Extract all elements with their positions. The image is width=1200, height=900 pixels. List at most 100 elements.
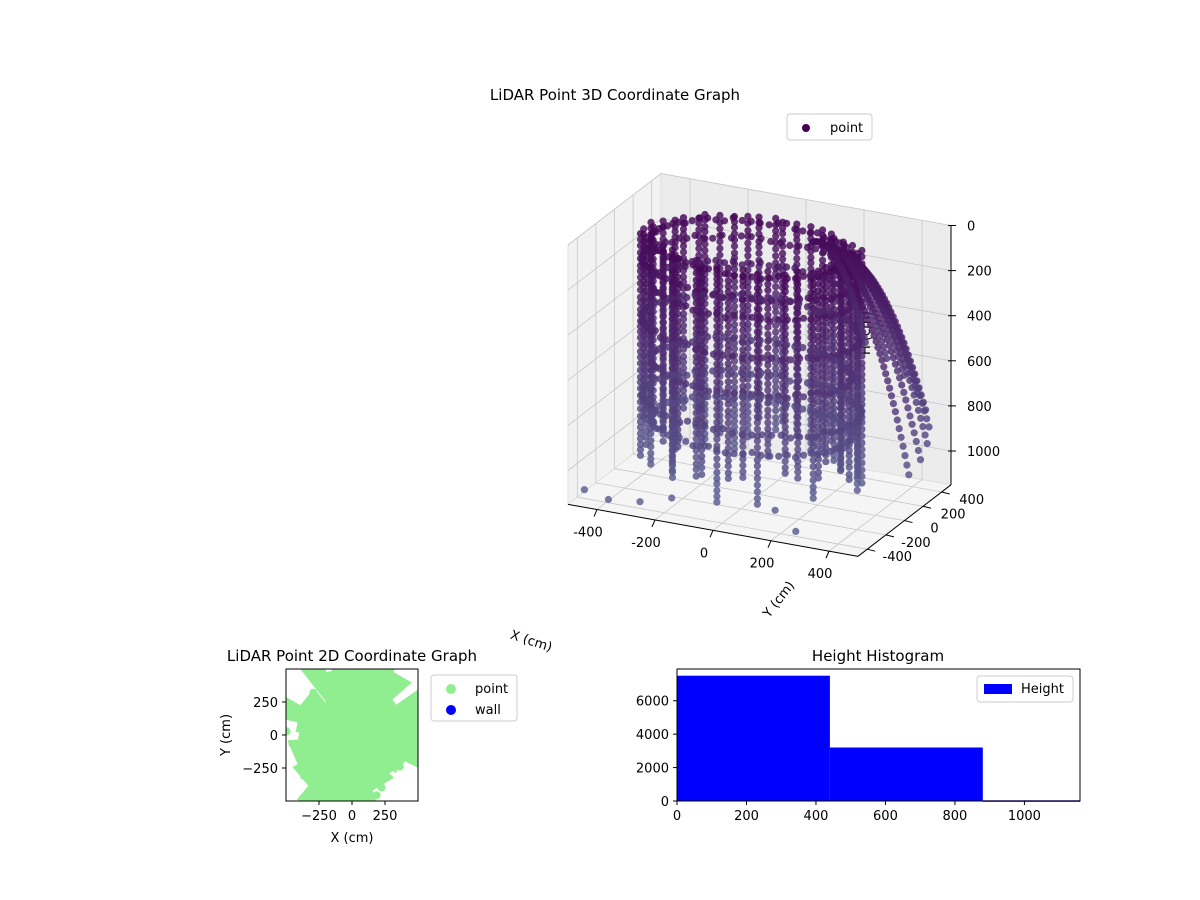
data-point: [837, 299, 845, 307]
data-point: [747, 294, 755, 302]
data-point: [837, 329, 845, 337]
data-point: [737, 232, 746, 240]
y-tick-label: 0: [661, 795, 669, 810]
data-point: [772, 419, 780, 428]
data-point: [704, 257, 712, 265]
data-point: [739, 461, 747, 469]
data-point: [845, 358, 853, 366]
data-point: [679, 248, 688, 256]
data-point: [713, 360, 721, 368]
data-point: [858, 432, 866, 440]
data-point: [692, 353, 700, 361]
data-point: [753, 488, 762, 496]
data-point: [675, 299, 683, 307]
data-point: [647, 367, 655, 375]
data-point: [845, 329, 853, 337]
x-tick-label: 0: [700, 546, 708, 561]
data-point: [781, 469, 789, 477]
data-point: [636, 373, 645, 381]
data-point: [772, 302, 780, 310]
data-point: [739, 320, 747, 328]
data-point: [822, 368, 830, 376]
data-point: [724, 264, 732, 272]
data-point: [858, 472, 866, 480]
data-point: [837, 411, 845, 419]
data-point: [701, 228, 709, 236]
data-point: [757, 314, 765, 322]
data-point: [744, 266, 752, 274]
data-point: [764, 280, 772, 288]
data-point: [721, 270, 729, 278]
data-point: [767, 295, 775, 303]
data-point: [713, 498, 721, 506]
data-point: [764, 386, 772, 394]
data-point: [794, 474, 802, 482]
data-point: [681, 263, 689, 271]
data-point: [791, 264, 799, 272]
data-point: [674, 404, 682, 412]
data-point: [781, 439, 789, 447]
data-point: [696, 308, 705, 316]
data-point: [724, 400, 732, 408]
data-point: [647, 443, 655, 451]
data-point: [794, 439, 802, 447]
data-point: [772, 245, 780, 253]
data-point: [822, 439, 830, 447]
data-point: [822, 362, 830, 370]
data-point: [739, 399, 747, 408]
data-point: [776, 239, 785, 247]
data-point: [730, 265, 739, 273]
data-point: [674, 348, 682, 356]
data-point: [730, 249, 739, 257]
data-point: [814, 462, 823, 470]
data-point: [668, 388, 676, 396]
data-point: [692, 276, 700, 284]
data-point: [662, 275, 670, 283]
y-tick-label: -200: [901, 536, 931, 551]
data-point: [698, 322, 706, 330]
data-point: [671, 228, 679, 236]
data-point: [698, 413, 706, 421]
data-point: [679, 315, 688, 323]
data-point: [730, 384, 739, 392]
data-point: [692, 460, 700, 468]
data-point: [738, 216, 746, 225]
data-point: [753, 437, 762, 445]
y-tick-label: 400: [959, 493, 984, 508]
data-point: [668, 238, 676, 246]
y-tick-label: 2000: [636, 762, 669, 777]
data-point: [764, 441, 772, 449]
data-point: [695, 219, 703, 227]
data-point: [839, 316, 847, 324]
y-tick: [941, 491, 950, 495]
data-point: [636, 293, 645, 301]
data-point: [696, 214, 704, 222]
data-point: [695, 226, 703, 234]
data-point: [681, 219, 689, 227]
data-point: [814, 337, 823, 345]
data-point: [674, 386, 682, 394]
x-tick: [709, 530, 714, 538]
data-point: [767, 237, 775, 246]
data-point: [768, 354, 776, 362]
data-point: [698, 470, 706, 479]
legend-marker-height: [984, 684, 1012, 694]
data-point: [716, 238, 724, 246]
data-point: [729, 214, 737, 222]
data-point: [775, 316, 783, 324]
data-point: [668, 274, 676, 282]
data-point: [674, 273, 682, 281]
data-point: [753, 401, 762, 409]
data-point: [659, 217, 667, 225]
data-point: [827, 334, 836, 342]
data-point: [647, 250, 655, 258]
data-point: [713, 480, 721, 488]
data-point: [636, 230, 645, 238]
data-point: [756, 259, 764, 267]
data-point: [692, 318, 700, 326]
data-point: [730, 311, 738, 319]
chart-3d-title: LiDAR Point 3D Coordinate Graph: [489, 86, 741, 104]
data-point: [648, 273, 656, 281]
data-point: [799, 227, 807, 235]
data-point: [753, 304, 762, 313]
